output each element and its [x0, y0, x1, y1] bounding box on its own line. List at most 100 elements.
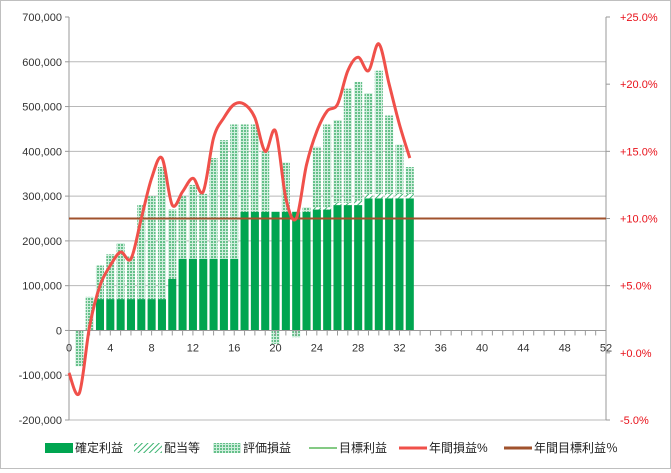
right-tick-label-0: +25.0%	[620, 12, 658, 24]
axes: 700,000 600,000 500,000 400,000 300,000 200,0…	[19, 12, 658, 427]
left-tick-label-7: 0	[56, 325, 62, 337]
x-tick-label-1: 4	[107, 342, 113, 354]
x-tick-label-0: 0	[66, 342, 72, 354]
bar-unrealized-20	[271, 330, 280, 344]
bar-unrealized-14	[209, 158, 218, 259]
left-tick-label-3: 400,000	[22, 146, 62, 158]
bar-unrealized-7	[137, 205, 146, 300]
bar-confirmed-19	[261, 211, 270, 331]
bar-unrealized-17	[240, 124, 249, 212]
bar-confirmed-5	[116, 299, 125, 331]
legend-label-unrealized: 評価損益	[243, 440, 291, 455]
left-tick-label-1: 600,000	[22, 57, 62, 69]
legend: 確定利益 配当等 評価損益 目標利益 年間損益% 年間目標利益％	[45, 440, 618, 455]
right-tick-label-2: +15.0%	[620, 146, 658, 158]
bar-confirmed-33	[405, 198, 414, 331]
bar-unrealized-4	[106, 254, 115, 300]
legend-swatch-confirmed	[45, 443, 73, 453]
bar-confirmed-27	[343, 205, 352, 331]
bar-dividend-27	[343, 202, 352, 206]
bar-dividend-29	[364, 193, 373, 199]
left-tick-label-9: -200,000	[19, 415, 62, 427]
x-tick-label-12: 48	[559, 342, 571, 354]
right-tick-label-5: +0.0%	[620, 348, 652, 360]
bar-unrealized-18	[250, 124, 259, 212]
right-tick-label-1: +20.0%	[620, 79, 658, 91]
left-tick-label-0: 700,000	[22, 12, 62, 24]
legend-label-annual_pct: 年間損益%	[429, 440, 488, 455]
x-tick-label-5: 20	[269, 342, 281, 354]
bar-confirmed-26	[333, 205, 342, 331]
legend-label-target_profit: 目標利益	[339, 441, 387, 455]
bar-confirmed-8	[147, 299, 156, 331]
bar-confirmed-11	[178, 258, 187, 331]
lines	[67, 42, 606, 397]
bar-unrealized-9	[157, 167, 166, 300]
bar-unrealized-13	[199, 193, 208, 259]
bar-unrealized-29	[364, 93, 373, 194]
bar-confirmed-4	[106, 299, 115, 331]
bar-confirmed-32	[395, 198, 404, 331]
right-tick-label-6: -5.0%	[620, 415, 649, 427]
bar-dividend-26	[333, 202, 342, 206]
bar-dividend-32	[395, 193, 404, 199]
bar-confirmed-22	[292, 211, 301, 331]
left-tick-label-2: 500,000	[22, 102, 62, 114]
bar-unrealized-23	[302, 207, 311, 212]
x-tick-label-6: 24	[311, 342, 323, 354]
bar-unrealized-5	[116, 243, 125, 300]
x-tick-label-3: 12	[187, 342, 199, 354]
legend-label-annual_target_pct: 年間目標利益％	[534, 441, 618, 455]
bar-confirmed-31	[385, 198, 394, 331]
legend-swatch-dividend	[134, 443, 162, 453]
bar-dividend-31	[385, 193, 394, 199]
bar-confirmed-15	[219, 258, 228, 331]
bar-unrealized-30	[374, 70, 383, 194]
bar-unrealized-6	[126, 256, 135, 300]
bar-unrealized-33	[405, 167, 414, 194]
bar-confirmed-12	[188, 258, 197, 331]
left-tick-label-8: -100,000	[19, 370, 62, 382]
bar-dividend-33	[405, 193, 414, 199]
bar-dividend-24	[312, 207, 321, 210]
bar-unrealized-15	[219, 140, 228, 259]
bar-confirmed-30	[374, 198, 383, 331]
legend-label-dividend: 配当等	[164, 441, 200, 455]
bar-unrealized-10	[168, 209, 177, 279]
bar-dividend-28	[354, 200, 363, 206]
right-tick-label-3: +10.0%	[620, 214, 658, 226]
bar-dividend-25	[323, 207, 332, 210]
bar-confirmed-7	[137, 299, 146, 331]
bar-unrealized-1	[75, 330, 84, 367]
bar-unrealized-11	[178, 196, 187, 259]
bar-confirmed-14	[209, 258, 218, 331]
bar-unrealized-32	[395, 144, 404, 194]
left-tick-label-6: 100,000	[22, 281, 62, 293]
bar-confirmed-9	[157, 299, 166, 331]
bar-confirmed-13	[199, 258, 208, 331]
bar-unrealized-16	[230, 124, 239, 259]
x-tick-label-10: 40	[476, 342, 488, 354]
bar-unrealized-8	[147, 196, 156, 300]
bar-confirmed-16	[230, 258, 239, 331]
legend-label-confirmed: 確定利益	[75, 440, 123, 455]
x-tick-label-7: 28	[352, 342, 364, 354]
x-tick-label-2: 8	[149, 342, 155, 354]
bar-confirmed-20	[271, 211, 280, 331]
bar-confirmed-3	[95, 299, 105, 331]
bar-unrealized-28	[354, 81, 363, 201]
legend-swatch-unrealized	[213, 443, 241, 453]
bar-unrealized-25	[323, 124, 332, 208]
bar-confirmed-6	[126, 299, 135, 331]
bar-confirmed-29	[364, 198, 373, 331]
bar-unrealized-26	[333, 119, 342, 203]
x-tick-label-8: 32	[393, 342, 405, 354]
bar-unrealized-31	[385, 115, 394, 194]
bar-unrealized-2	[85, 296, 94, 331]
bar-unrealized-19	[261, 151, 270, 212]
right-tick-label-4: +5.0%	[620, 281, 652, 293]
x-tick-label-11: 44	[517, 342, 529, 354]
bar-confirmed-21	[281, 211, 290, 331]
